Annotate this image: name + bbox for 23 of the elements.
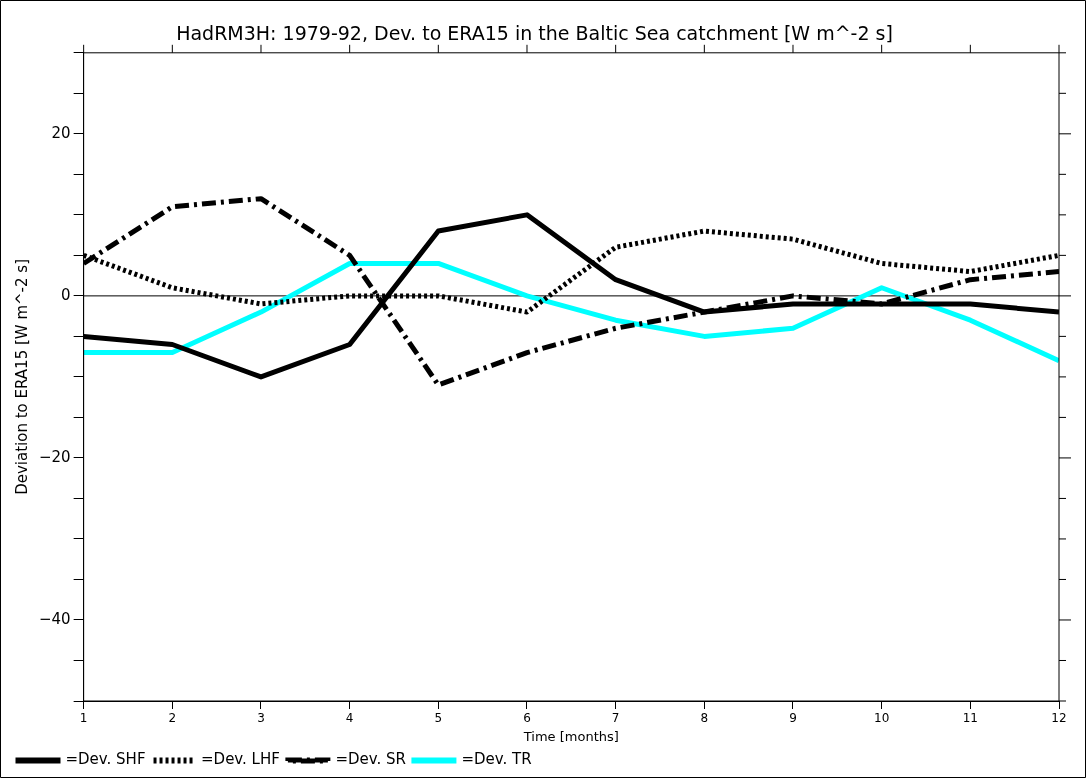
x-tick-label: 10 <box>874 711 890 726</box>
y-tick-label: −20 <box>39 447 71 466</box>
y-tick-label: 0 <box>61 285 71 304</box>
x-tick-label: 8 <box>700 711 709 726</box>
x-tick-label: 2 <box>168 711 177 726</box>
y-tick-label: 20 <box>51 123 71 142</box>
legend-label: =Dev. LHF <box>201 750 280 769</box>
x-tick-label: 5 <box>434 711 443 726</box>
x-tick-label: 9 <box>789 711 797 726</box>
legend-label: =Dev. SHF <box>65 750 146 769</box>
x-tick-label: 11 <box>962 711 978 726</box>
chart-title: HadRM3H: 1979-92, Dev. to ERA15 in the Baltic Sea catchment [W m^-2 s] <box>176 22 893 45</box>
x-tick-label: 12 <box>1051 711 1067 726</box>
legend-label: =Dev. TR <box>461 750 532 769</box>
x-tick-label: 6 <box>523 711 531 726</box>
x-tick-label: 7 <box>611 711 620 726</box>
x-axis-title: Time [months] <box>522 728 619 744</box>
y-tick-label: −40 <box>39 609 71 628</box>
y-axis-title: Deviation to ERA15 [W m^-2 s] <box>12 259 31 495</box>
legend-label: =Dev. SR <box>335 750 406 769</box>
x-tick-label: 1 <box>79 711 88 726</box>
x-tick-label: 4 <box>345 711 354 726</box>
x-tick-label: 3 <box>257 711 265 726</box>
